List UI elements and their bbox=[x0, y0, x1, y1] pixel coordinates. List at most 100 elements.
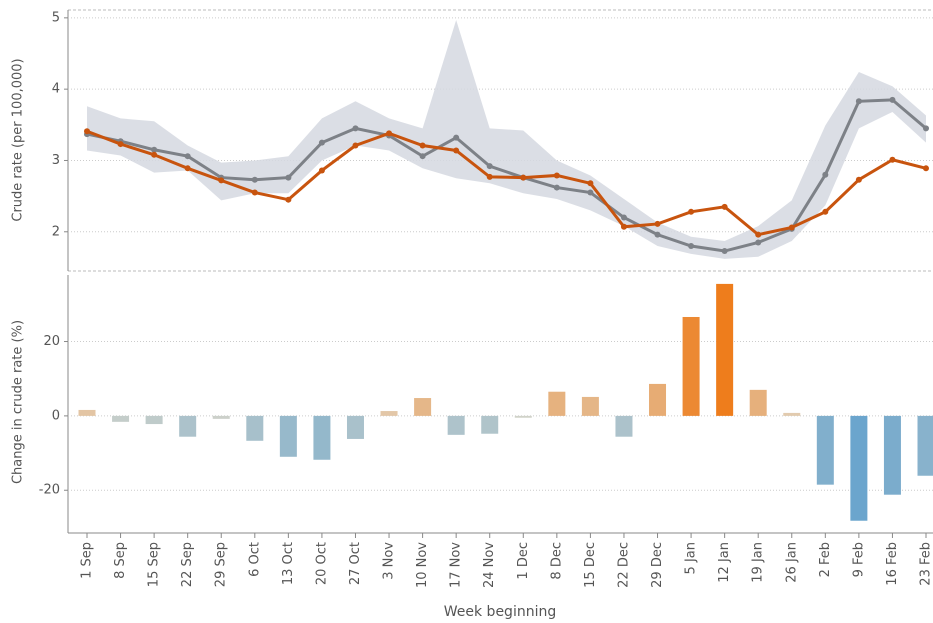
series-point bbox=[151, 151, 158, 158]
bar bbox=[783, 412, 801, 416]
series-point bbox=[386, 130, 393, 137]
x-tick-label: 6 Oct bbox=[247, 542, 262, 577]
x-tick-label: 15 Dec bbox=[583, 542, 598, 588]
bar bbox=[145, 415, 163, 425]
series-point bbox=[318, 167, 325, 174]
x-tick-label: 27 Oct bbox=[348, 542, 363, 585]
series-point bbox=[620, 214, 627, 221]
series-line bbox=[86, 98, 927, 253]
bar bbox=[816, 415, 834, 485]
series-point bbox=[419, 153, 426, 160]
series-line bbox=[86, 129, 927, 237]
x-tick-label: 12 Jan bbox=[717, 542, 732, 583]
x-tick-label: 5 Jan bbox=[684, 542, 699, 574]
bar bbox=[78, 409, 96, 416]
series-point bbox=[352, 142, 359, 149]
series-point bbox=[822, 208, 829, 215]
series-point bbox=[251, 189, 258, 196]
bar bbox=[212, 415, 230, 419]
x-tick-label: 23 Feb bbox=[919, 542, 933, 586]
series-point bbox=[352, 125, 359, 132]
bar bbox=[850, 415, 868, 521]
series-point bbox=[889, 96, 896, 103]
series-point bbox=[553, 172, 560, 179]
series-point bbox=[486, 163, 493, 170]
series-point bbox=[688, 208, 695, 215]
x-tick-label: 19 Jan bbox=[751, 542, 766, 583]
y-tick-label: -20 bbox=[39, 483, 60, 498]
bar bbox=[581, 396, 599, 416]
x-tick-label: 1 Dec bbox=[516, 542, 531, 580]
series-point bbox=[285, 174, 292, 181]
series-point bbox=[755, 239, 762, 246]
series-point bbox=[151, 146, 158, 153]
bar bbox=[883, 415, 901, 495]
y-axis-title: Crude rate (per 100,000) bbox=[11, 58, 26, 221]
range-band bbox=[87, 19, 926, 259]
bar bbox=[481, 415, 499, 434]
y-tick-label: 20 bbox=[43, 334, 60, 349]
series-point bbox=[889, 156, 896, 163]
x-tick-label: 20 Oct bbox=[314, 542, 329, 585]
series-point bbox=[721, 248, 728, 255]
series-point bbox=[553, 184, 560, 191]
x-tick-label: 17 Nov bbox=[449, 542, 464, 588]
series-point bbox=[688, 243, 695, 250]
series-point bbox=[654, 231, 661, 238]
y-axis-title: Change in crude rate (%) bbox=[11, 320, 26, 484]
series-point bbox=[855, 98, 862, 105]
series-point bbox=[218, 177, 225, 184]
x-tick-label: 22 Sep bbox=[180, 542, 195, 587]
series-point bbox=[587, 180, 594, 187]
x-tick-label: 8 Dec bbox=[549, 542, 564, 580]
series-point bbox=[318, 139, 325, 146]
x-tick-label: 1 Sep bbox=[80, 542, 95, 579]
series-point bbox=[822, 171, 829, 178]
bar bbox=[548, 391, 566, 416]
x-tick-label: 29 Sep bbox=[214, 542, 229, 587]
y-tick-label: 2 bbox=[52, 224, 60, 239]
x-tick-label: 8 Sep bbox=[113, 542, 128, 579]
x-tick-label: 16 Feb bbox=[885, 542, 900, 586]
bar bbox=[179, 415, 197, 437]
series-point bbox=[285, 196, 292, 203]
series-point bbox=[184, 165, 191, 172]
series-point bbox=[855, 176, 862, 183]
series-point bbox=[620, 223, 627, 230]
bar bbox=[716, 283, 734, 416]
x-axis-title: Week beginning bbox=[444, 604, 556, 620]
y-tick-label: 5 bbox=[52, 10, 60, 25]
x-tick-label: 9 Feb bbox=[851, 542, 866, 577]
x-tick-label: 10 Nov bbox=[415, 542, 430, 588]
bar bbox=[246, 415, 264, 441]
bar bbox=[514, 415, 532, 418]
series-point bbox=[84, 128, 90, 135]
series-point bbox=[923, 165, 929, 172]
x-tick-label: 2 Feb bbox=[818, 542, 833, 577]
x-tick-label: 3 Nov bbox=[382, 542, 397, 580]
series-point bbox=[721, 203, 728, 210]
series-point bbox=[453, 134, 460, 141]
bar bbox=[346, 415, 364, 439]
series-point bbox=[453, 147, 460, 154]
bar bbox=[414, 398, 432, 416]
series-point bbox=[587, 189, 594, 196]
x-tick-label: 26 Jan bbox=[784, 542, 799, 583]
x-tick-label: 13 Oct bbox=[281, 542, 296, 585]
y-tick-label: 0 bbox=[52, 408, 60, 423]
series-point bbox=[419, 142, 426, 149]
series-point bbox=[654, 220, 661, 227]
bar bbox=[112, 415, 130, 422]
bar bbox=[447, 415, 465, 435]
bar bbox=[615, 415, 633, 437]
series-point bbox=[923, 125, 929, 132]
bar bbox=[749, 389, 767, 416]
y-tick-label: 3 bbox=[52, 153, 60, 168]
bar bbox=[917, 415, 933, 476]
series-point bbox=[184, 153, 191, 160]
bar bbox=[380, 411, 398, 416]
series-point bbox=[251, 176, 258, 183]
bar bbox=[313, 415, 331, 460]
bar bbox=[279, 415, 297, 457]
